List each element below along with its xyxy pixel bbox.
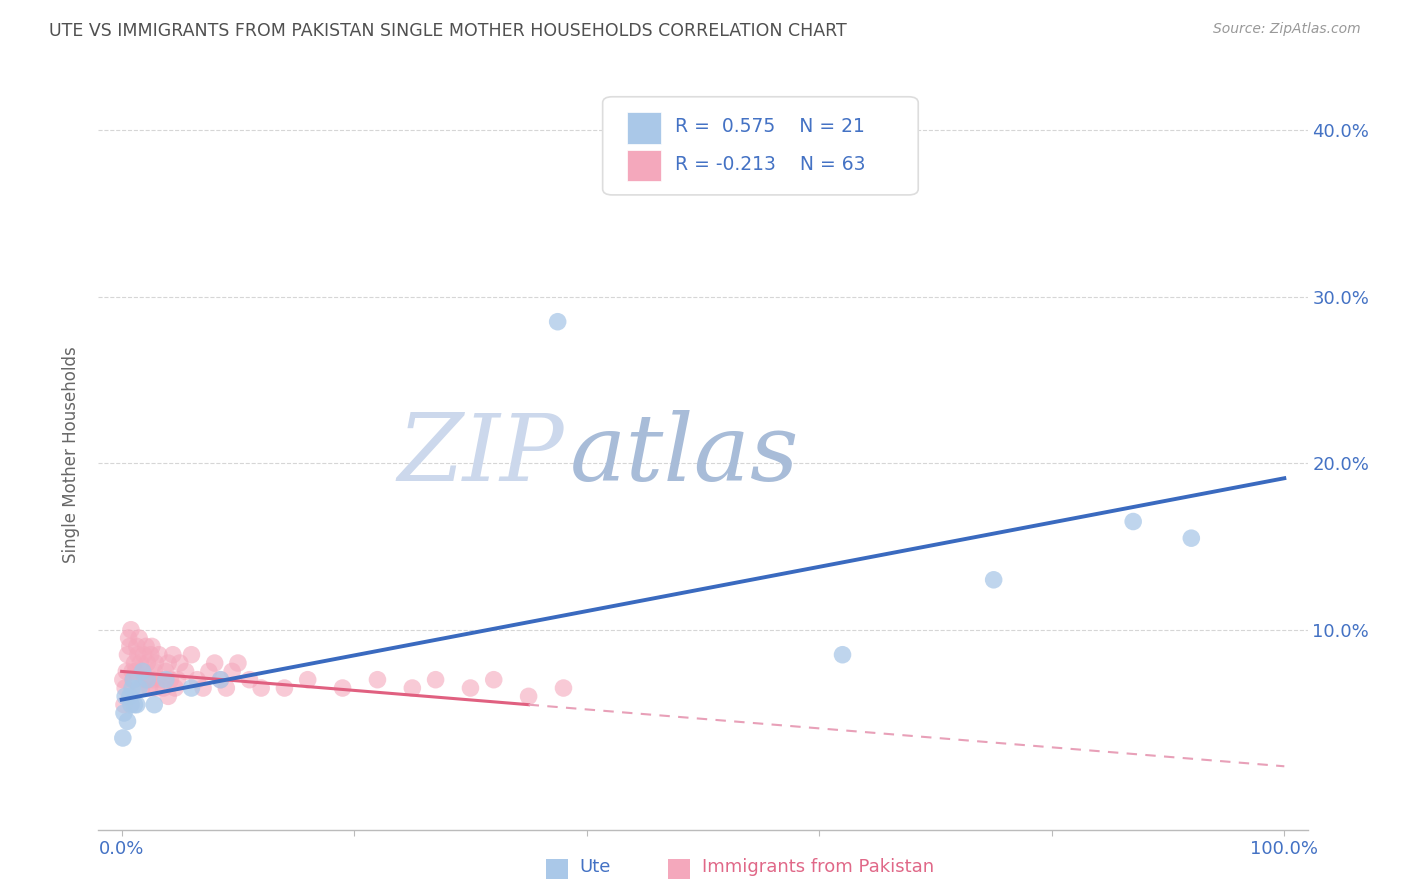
Point: [118, 631, 141, 645]
Point: [142, 673, 165, 687]
Point: [143, 665, 166, 679]
Point: [198, 665, 221, 679]
Text: atlas: atlas: [569, 410, 800, 500]
Point: [139, 648, 162, 662]
Point: [148, 648, 170, 662]
Point: [124, 656, 146, 670]
Point: [273, 681, 295, 695]
Point: [460, 681, 482, 695]
Point: [547, 315, 569, 329]
Point: [297, 673, 319, 687]
Point: [159, 673, 181, 687]
Point: [180, 681, 202, 695]
Point: [118, 690, 141, 704]
FancyBboxPatch shape: [603, 96, 918, 195]
Point: [120, 698, 142, 712]
Text: ZIP: ZIP: [398, 410, 564, 500]
Point: [121, 681, 143, 695]
Point: [831, 648, 853, 662]
Point: [132, 648, 155, 662]
Text: Source: ZipAtlas.com: Source: ZipAtlas.com: [1213, 22, 1361, 37]
Point: [150, 673, 173, 687]
Point: [125, 640, 148, 654]
Point: [209, 673, 232, 687]
Y-axis label: Single Mother Households: Single Mother Households: [62, 347, 80, 563]
Point: [143, 698, 166, 712]
Point: [155, 665, 177, 679]
Point: [165, 681, 187, 695]
Text: R = -0.213    N = 63: R = -0.213 N = 63: [675, 154, 866, 174]
Point: [127, 648, 149, 662]
Point: [128, 631, 150, 645]
Point: [138, 681, 160, 695]
Point: [401, 681, 423, 695]
FancyBboxPatch shape: [627, 112, 661, 144]
Point: [141, 640, 163, 654]
Point: [111, 673, 134, 687]
Point: [122, 673, 145, 687]
Point: [425, 673, 447, 687]
Point: [221, 665, 243, 679]
Point: [204, 656, 226, 670]
Point: [124, 665, 146, 679]
Point: [136, 673, 159, 687]
Point: [155, 673, 177, 687]
Point: [152, 681, 174, 695]
Point: [169, 656, 191, 670]
Point: [115, 665, 138, 679]
Point: [983, 573, 1005, 587]
Text: R =  0.575    N = 21: R = 0.575 N = 21: [675, 117, 865, 136]
Point: [482, 673, 505, 687]
Point: [180, 648, 202, 662]
Point: [121, 665, 143, 679]
Point: [111, 731, 134, 745]
Point: [112, 706, 135, 720]
Point: [239, 673, 262, 687]
Point: [124, 698, 146, 712]
Point: [138, 673, 160, 687]
Point: [157, 690, 180, 704]
Point: [117, 714, 139, 729]
Point: [1122, 515, 1144, 529]
Point: [166, 673, 188, 687]
Point: [162, 648, 184, 662]
Point: [122, 673, 145, 687]
Point: [134, 673, 156, 687]
Text: Ute: Ute: [579, 858, 610, 876]
Point: [135, 640, 157, 654]
Point: [131, 665, 153, 679]
Point: [114, 690, 136, 704]
FancyBboxPatch shape: [627, 150, 661, 181]
Point: [120, 623, 142, 637]
Point: [136, 656, 159, 670]
Point: [118, 640, 141, 654]
Point: [145, 656, 167, 670]
Point: [145, 681, 167, 695]
Point: [157, 656, 180, 670]
Point: [131, 681, 153, 695]
Point: [191, 681, 214, 695]
Text: UTE VS IMMIGRANTS FROM PAKISTAN SINGLE MOTHER HOUSEHOLDS CORRELATION CHART: UTE VS IMMIGRANTS FROM PAKISTAN SINGLE M…: [49, 22, 846, 40]
Point: [114, 681, 136, 695]
Point: [117, 648, 139, 662]
Point: [125, 698, 148, 712]
Point: [129, 656, 152, 670]
Point: [1180, 531, 1202, 545]
Point: [112, 698, 135, 712]
Point: [250, 681, 273, 695]
Point: [128, 681, 150, 695]
Point: [186, 673, 208, 687]
Point: [517, 690, 540, 704]
Point: [174, 665, 197, 679]
Point: [215, 681, 238, 695]
Text: Immigrants from Pakistan: Immigrants from Pakistan: [702, 858, 934, 876]
Point: [366, 673, 388, 687]
Point: [332, 681, 354, 695]
Point: [209, 673, 232, 687]
Point: [553, 681, 575, 695]
Point: [131, 665, 153, 679]
Point: [226, 656, 249, 670]
